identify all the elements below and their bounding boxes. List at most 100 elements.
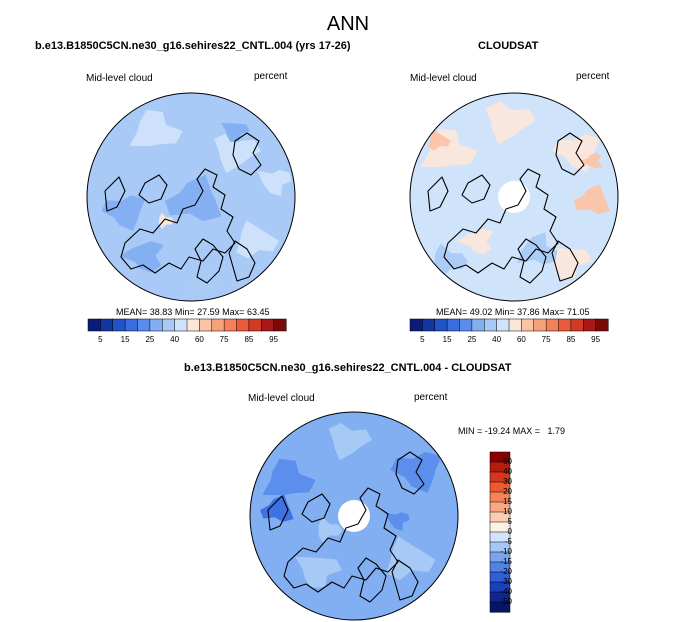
colorbar-tick-label: 25	[145, 335, 155, 344]
colorbar-swatch	[186, 318, 200, 332]
colorbar-tick-label: -15	[500, 557, 512, 566]
panel-2-field-patch	[434, 243, 468, 279]
panel-2-field-patch	[517, 232, 558, 265]
colorbar-tick-label: -40	[500, 587, 512, 596]
colorbar-tick-label: 40	[492, 335, 502, 344]
max-label: Max=	[222, 307, 245, 317]
panel-1-title: b.e13.B1850C5CN.ne30_g16.sehires22_CNTL.…	[35, 40, 351, 52]
max-value: 63.45	[246, 307, 270, 317]
colorbar-tick-label: 60	[516, 335, 526, 344]
colorbar-tick-label: 0	[507, 527, 512, 536]
colorbar-tick-label: 10	[503, 507, 512, 516]
panel-3-field-patch	[386, 536, 436, 581]
panel-3-units-label: percent	[414, 392, 448, 403]
colorbar-tick-label: 15	[120, 335, 130, 344]
max-value: 71.05	[566, 307, 590, 317]
panel-3-field-patch	[295, 557, 342, 588]
panel-1-field-patch	[186, 263, 223, 294]
panel-2-coastline	[461, 174, 491, 204]
colorbar-tick-label: -20	[500, 567, 512, 576]
panel-3-coastline	[267, 495, 289, 531]
colorbar-tick-label: 25	[467, 335, 477, 344]
colorbar-tick-label: -10	[500, 547, 512, 556]
panel-2-field-patch	[573, 184, 611, 215]
colorbar-tick-label: 20	[503, 487, 512, 496]
colorbar-swatch	[545, 318, 560, 332]
colorbar-tick-label: 5	[420, 335, 425, 344]
panel-2-coastline	[555, 132, 585, 176]
panel-3-coastline	[357, 557, 387, 603]
panel-3-field-patch	[262, 459, 316, 496]
min-label: Min=	[174, 307, 195, 317]
panel-3-field-patch	[385, 512, 410, 531]
colorbar-tick-label: 30	[503, 477, 512, 486]
panel-1-field-patch	[164, 174, 222, 222]
colorbar-swatch	[459, 318, 473, 332]
panel-3-variable-label: Mid-level cloud	[248, 393, 315, 404]
colorbar-swatch	[112, 318, 126, 332]
colorbar-swatch	[595, 318, 609, 332]
panel-1-coastline	[228, 240, 256, 282]
panel-1-map-border	[86, 92, 296, 302]
panel-3-missing-data-hole	[338, 500, 370, 532]
mean-value: 49.02	[469, 307, 493, 317]
panel-1-field-patch	[221, 123, 250, 142]
min-value: 37.86	[517, 307, 540, 317]
panel-3-field-patch	[419, 502, 456, 533]
colorbar-swatch	[496, 318, 510, 332]
colorbar-swatch	[521, 318, 535, 332]
colorbar-tick-label: 75	[541, 335, 551, 344]
panel-1-polar-map	[86, 92, 296, 302]
colorbar-swatch	[422, 318, 436, 332]
colorbar-swatch	[149, 318, 163, 332]
colorbar-tick-label: -5	[504, 537, 512, 546]
colorbar-swatch	[533, 318, 547, 332]
colorbar-swatch	[100, 318, 114, 332]
panel-2-stats: MEAN= 49.02 Min= 37.86 Max= 71.05	[436, 307, 589, 317]
panel-1-field-patch	[101, 195, 146, 231]
colorbar-swatch	[489, 601, 511, 613]
colorbar-tick-label: 40	[170, 335, 180, 344]
panel-1-coastline	[138, 174, 168, 204]
panel-3-field-patch	[344, 586, 386, 616]
panel-2-map-border	[409, 92, 619, 302]
panel-3-coastline	[301, 493, 331, 523]
panel-3-field-patch	[328, 423, 372, 461]
figure-title: ANN	[326, 13, 370, 35]
panel-1-units-label: percent	[254, 71, 288, 82]
colorbar-swatch	[261, 318, 275, 332]
colorbar-tick-label: 60	[194, 335, 204, 344]
colorbar-tick-label: -30	[500, 577, 512, 586]
colorbar-swatch	[174, 318, 188, 332]
colorbar-swatch	[570, 318, 584, 332]
colorbar-swatch	[273, 318, 287, 332]
colorbar-swatch	[508, 318, 522, 332]
panel-3-stats: MIN = -19.24 MAX = 1.79	[458, 426, 566, 436]
panel-2-polar-map	[409, 92, 619, 302]
colorbar-swatch	[87, 318, 101, 332]
panel-1-variable-label: Mid-level cloud	[86, 73, 153, 84]
panel-1-coastline	[120, 168, 236, 274]
colorbar-tick-label: 40	[503, 467, 512, 476]
min-label: Min=	[494, 307, 515, 317]
colorbar-swatch	[199, 318, 213, 332]
mean-value: 38.83	[149, 307, 173, 317]
colorbar-swatch	[484, 318, 498, 332]
panel-2-coastline	[551, 240, 579, 282]
panel-1-field-patch	[214, 132, 261, 173]
panel-3-polar-map	[249, 411, 459, 621]
panel-1-colorbar	[87, 318, 287, 332]
colorbar-tick-label: -50	[500, 597, 512, 606]
colorbar-swatch	[471, 318, 485, 332]
panel-1-field-patch	[119, 241, 164, 273]
panel-2-field-patch	[580, 152, 603, 169]
panel-2-field-patch	[502, 281, 533, 301]
colorbar-tick-label: 5	[98, 335, 103, 344]
panel-2-field-patch	[485, 101, 536, 145]
panel-2-field-patch	[456, 228, 494, 255]
panel-2-units-label: percent	[576, 71, 610, 82]
colorbar-tick-label: 95	[269, 335, 279, 344]
panel-3-coastline	[283, 487, 399, 593]
panel-1-coastline	[104, 176, 126, 212]
panel-2-coastline	[443, 168, 559, 274]
